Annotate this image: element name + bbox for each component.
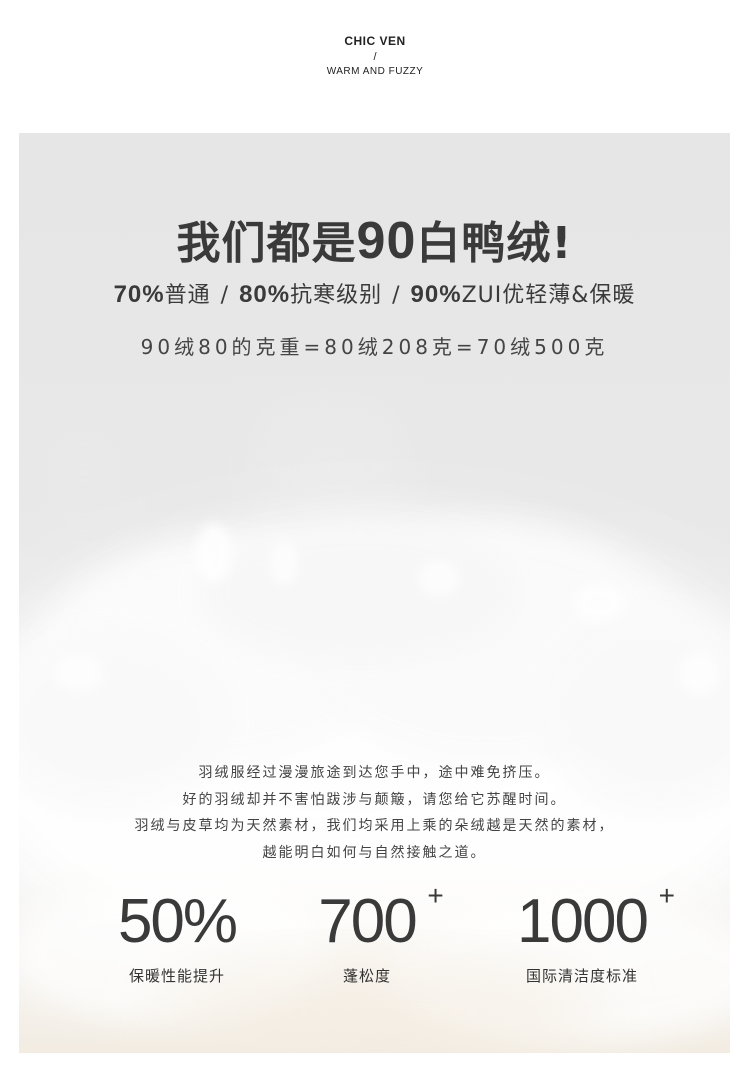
level-percent: 70% bbox=[113, 281, 165, 308]
stat-warmth: 50% 保暖性能提升 bbox=[97, 885, 257, 986]
level-text: ZUI优轻薄&保暖 bbox=[461, 283, 636, 308]
weight-comparison: 90绒80的克重=80绒208克=70绒500克 bbox=[140, 335, 609, 359]
description-line: 好的羽绒却并不害怕跋涉与颠簸，请您给它苏醒时间。 bbox=[182, 791, 567, 808]
stat-number: 700 bbox=[318, 887, 417, 956]
level-text: 抗寒级别 bbox=[290, 283, 383, 308]
stat-label: 保暖性能提升 bbox=[128, 967, 225, 985]
brand-tagline: WARM AND FUZZY bbox=[326, 66, 424, 77]
headline-prefix: 我们都是 bbox=[176, 218, 357, 269]
stat-label: 蓬松度 bbox=[342, 967, 391, 985]
description: 羽绒服经过漫漫旅途到达您手中，途中难免挤压。 好的羽绒却并不害怕跋涉与颠簸，请您… bbox=[19, 760, 730, 866]
level-text: 普通 bbox=[164, 283, 211, 308]
level-separator: / bbox=[220, 283, 230, 308]
stat-value: 1000 + bbox=[517, 881, 675, 959]
description-line: 羽绒与皮草均为天然素材，我们均采用上乘的朵绒越是天然的素材， bbox=[134, 818, 615, 834]
level-percent: 90% bbox=[410, 281, 462, 308]
stat-number: 50% bbox=[117, 887, 238, 956]
stat-fill-power: 700 + 蓬松度 bbox=[287, 881, 447, 986]
level-separator: / bbox=[392, 283, 401, 308]
headline: 我们都是90白鸭绒! bbox=[19, 213, 730, 272]
down-feather-image bbox=[19, 403, 730, 1053]
level-percent: 80% bbox=[239, 281, 291, 308]
brand-name: CHIC VEN bbox=[344, 34, 406, 48]
stat-number: 1000 bbox=[517, 887, 649, 956]
description-line: 羽绒服经过漫漫旅途到达您手中，途中难免挤压。 bbox=[198, 765, 551, 781]
stat-cleanliness: 1000 + 国际清洁度标准 bbox=[497, 881, 675, 986]
stat-sup: + bbox=[427, 880, 443, 911]
stat-value: 700 + bbox=[318, 881, 444, 959]
grade-levels: 70%普通 / 80%抗寒级别 / 90%ZUI优轻薄&保暖 bbox=[19, 280, 730, 311]
stat-value: 50% bbox=[117, 885, 238, 959]
headline-number: 90 bbox=[356, 212, 417, 270]
stat-label: 国际清洁度标准 bbox=[525, 967, 638, 985]
hero-panel: 我们都是90白鸭绒! 70%普通 / 80%抗寒级别 / 90%ZUI优轻薄&保暖 90… bbox=[19, 133, 730, 1053]
brand-slash: / bbox=[373, 51, 377, 63]
stat-sup: + bbox=[658, 880, 675, 911]
description-line: 越能明白如何与自然接触之道。 bbox=[262, 844, 487, 861]
brand-header: CHIC VEN / WARM AND FUZZY bbox=[0, 33, 750, 79]
headline-suffix: 白鸭绒! bbox=[416, 218, 573, 269]
